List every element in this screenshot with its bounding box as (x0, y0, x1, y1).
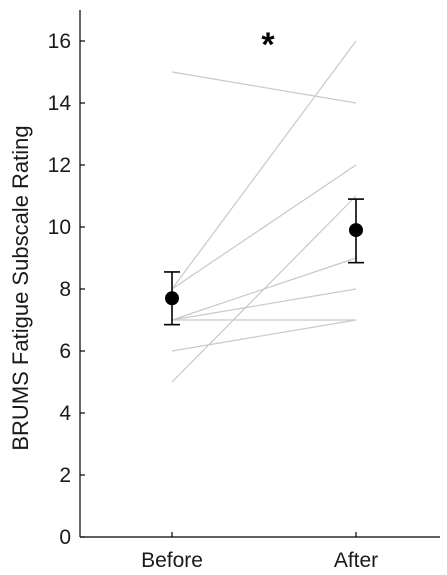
x-tick-label-after: After (334, 549, 378, 572)
mean-point-after (349, 223, 363, 238)
y-tick-label-14: 14 (48, 92, 72, 115)
y-tick-label-8: 8 (59, 278, 71, 301)
y-tick-label-16: 16 (48, 30, 71, 53)
axes: 0 2 4 6 8 10 12 14 16 Before After (48, 10, 440, 572)
individual-line-2 (171, 40, 357, 290)
individual-line-8 (171, 195, 357, 383)
y-axis-title: BRUMS Fatigue Subscale Rating (8, 125, 33, 450)
y-tick-label-10: 10 (48, 216, 71, 239)
y-tick-label-4: 4 (59, 402, 71, 425)
summary-series (164, 198, 364, 326)
x-tick-label-before: Before (141, 549, 203, 572)
individual-line-1 (171, 71, 357, 104)
y-tick-label-6: 6 (59, 340, 71, 363)
individual-lines (171, 40, 357, 383)
significance-marker: * (261, 26, 275, 64)
y-tick-label-12: 12 (48, 154, 71, 177)
mean-point-before (165, 291, 179, 306)
y-tick-label-0: 0 (59, 526, 71, 549)
individual-line-5 (171, 288, 357, 321)
individual-line-3 (171, 164, 357, 290)
individual-line-7 (171, 319, 357, 352)
y-tick-label-2: 2 (59, 464, 71, 487)
